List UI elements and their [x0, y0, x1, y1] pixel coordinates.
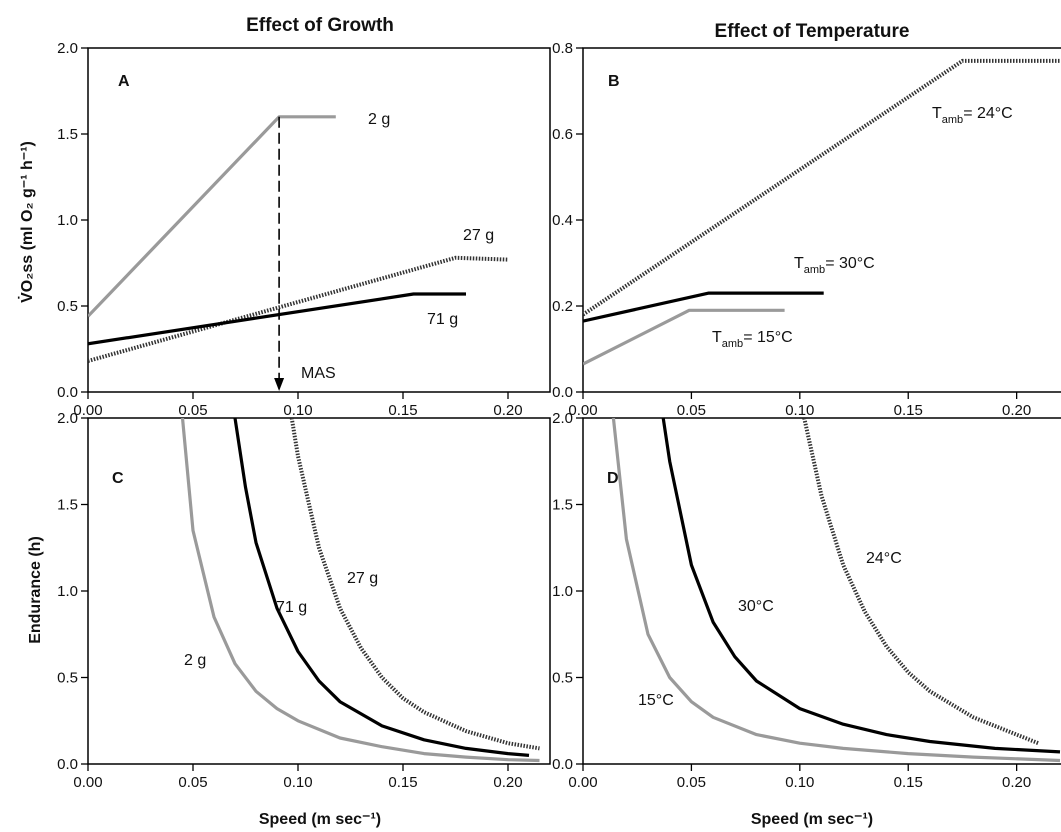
panel-c-ytick-label: 0.0 [57, 756, 78, 773]
panel-d-ytick-label: 2.0 [552, 410, 573, 427]
panel-a-xtick-label: 0.20 [493, 402, 522, 419]
panel-c-xtick-label: 0.10 [283, 774, 312, 791]
panel-d-series-group [613, 418, 1060, 761]
panel-d-series-30-c [663, 418, 1060, 752]
panel-a-series-2-g [88, 117, 336, 316]
panel-a-series-71-g [88, 294, 466, 344]
y-axis-label-top-left: V̇O₂ss (ml O₂ g⁻¹ h⁻¹) [18, 141, 36, 303]
panel-b-xtick-label: 0.05 [677, 402, 706, 419]
panel-letter-c: C [112, 470, 124, 487]
panel-b-ytick-label: 0.8 [552, 40, 573, 57]
label-a-71g: 71 g [427, 311, 458, 328]
panel-c-frame [88, 418, 550, 764]
panel-d-xtick-label: 0.20 [1002, 774, 1031, 791]
panel-c-series-27-g [292, 418, 540, 748]
label-b-15c-sub: amb [722, 338, 743, 350]
label-b-15c-t: T [712, 329, 722, 346]
panel-a-ytick-label: 2.0 [57, 40, 78, 57]
label-b-30c-eq: = 30°C [825, 255, 875, 272]
label-a-27g: 27 g [463, 227, 494, 244]
panel-a-xtick-label: 0.05 [178, 402, 207, 419]
panel-d-series-24-c [804, 418, 1038, 743]
label-b-30c: Tamb= 30°C [794, 255, 875, 276]
panel-a-series-27-g [88, 258, 508, 361]
panel-c-ytick-label: 0.5 [57, 670, 78, 687]
panel-a-xtick-label: 0.10 [283, 402, 312, 419]
label-b-24c-eq: = 24°C [963, 105, 1013, 122]
panel-d-series-15-c [613, 418, 1060, 761]
panel-a-ytick-label: 0.0 [57, 384, 78, 401]
panel-d-frame [583, 418, 1061, 764]
panel-a-xtick-label: 0.15 [388, 402, 417, 419]
title-right: Effect of Temperature [715, 21, 910, 42]
panel-a-ytick-label: 1.0 [57, 212, 78, 229]
panel-d-ytick-label: 1.0 [552, 583, 573, 600]
label-c-71g: 71 g [276, 599, 307, 616]
panel-c-series-group [183, 418, 540, 761]
title-left: Effect of Growth [246, 15, 394, 36]
panel-b-ytick-label: 0.0 [552, 384, 573, 401]
label-a-2g: 2 g [368, 111, 390, 128]
panel-c-xtick-label: 0.00 [73, 774, 102, 791]
panel-d-ytick-label: 1.5 [552, 497, 573, 514]
panel-b-xtick-label: 0.15 [894, 402, 923, 419]
panel-b-series-t-amb-24-c [583, 61, 1060, 315]
label-c-2g: 2 g [184, 652, 206, 669]
panel-d-xtick-label: 0.05 [677, 774, 706, 791]
label-b-24c-t: T [932, 105, 942, 122]
panel-a-ytick-label: 1.5 [57, 126, 78, 143]
label-b-30c-sub: amb [804, 264, 825, 276]
panel-d-xtick-label: 0.00 [568, 774, 597, 791]
panel-letter-a: A [118, 73, 130, 90]
label-d-30c: 30°C [738, 598, 774, 615]
panel-d-ytick-label: 0.5 [552, 670, 573, 687]
label-c-27g: 27 g [347, 570, 378, 587]
label-d-24c: 24°C [866, 550, 902, 567]
y-axis-label-bottom-left: Endurance (h) [27, 536, 44, 644]
label-b-15c-eq: = 15°C [743, 329, 793, 346]
panel-letter-d: D [607, 470, 619, 487]
panel-c-ytick-label: 2.0 [57, 410, 78, 427]
annotation-layer [274, 117, 284, 391]
panel-d-xtick-label: 0.15 [894, 774, 923, 791]
panel-b-ytick-label: 0.4 [552, 212, 573, 229]
x-axis-label-left: Speed (m sec⁻¹) [259, 811, 381, 828]
panel-c-xtick-label: 0.15 [388, 774, 417, 791]
panel-c-ytick-label: 1.0 [57, 583, 78, 600]
panel-b-frame [583, 48, 1061, 392]
panel-a-ytick-label: 0.5 [57, 298, 78, 315]
panel-c-ytick-label: 1.5 [57, 497, 78, 514]
panel-b-xtick-label: 0.20 [1002, 402, 1031, 419]
panel-c-xtick-label: 0.20 [493, 774, 522, 791]
panel-b-series-t-amb-30-c [583, 293, 824, 321]
panel-b-ytick-label: 0.6 [552, 126, 573, 143]
panel-c-series-2-g [183, 418, 540, 761]
tick-layer: 0.00 0.05 0.10 0.15 0.200.00.51.01.52.00.00 0… [57, 40, 1031, 791]
label-a-mas: MAS [301, 365, 336, 382]
panel-a-mas-arrow-head [274, 378, 284, 391]
x-axis-label-right: Speed (m sec⁻¹) [751, 811, 873, 828]
panel-b-xtick-label: 0.10 [785, 402, 814, 419]
panel-d-ytick-label: 0.0 [552, 756, 573, 773]
label-b-24c-sub: amb [942, 114, 963, 126]
label-b-24c: Tamb= 24°C [932, 105, 1013, 126]
panel-d-xtick-label: 0.10 [785, 774, 814, 791]
panel-c-series-71-g [235, 418, 529, 755]
label-b-30c-t: T [794, 255, 804, 272]
label-d-15c: 15°C [638, 692, 674, 709]
panel-b-ytick-label: 0.2 [552, 298, 573, 315]
panel-c-xtick-label: 0.05 [178, 774, 207, 791]
label-b-15c: Tamb= 15°C [712, 329, 793, 350]
panel-letter-b: B [608, 73, 620, 90]
